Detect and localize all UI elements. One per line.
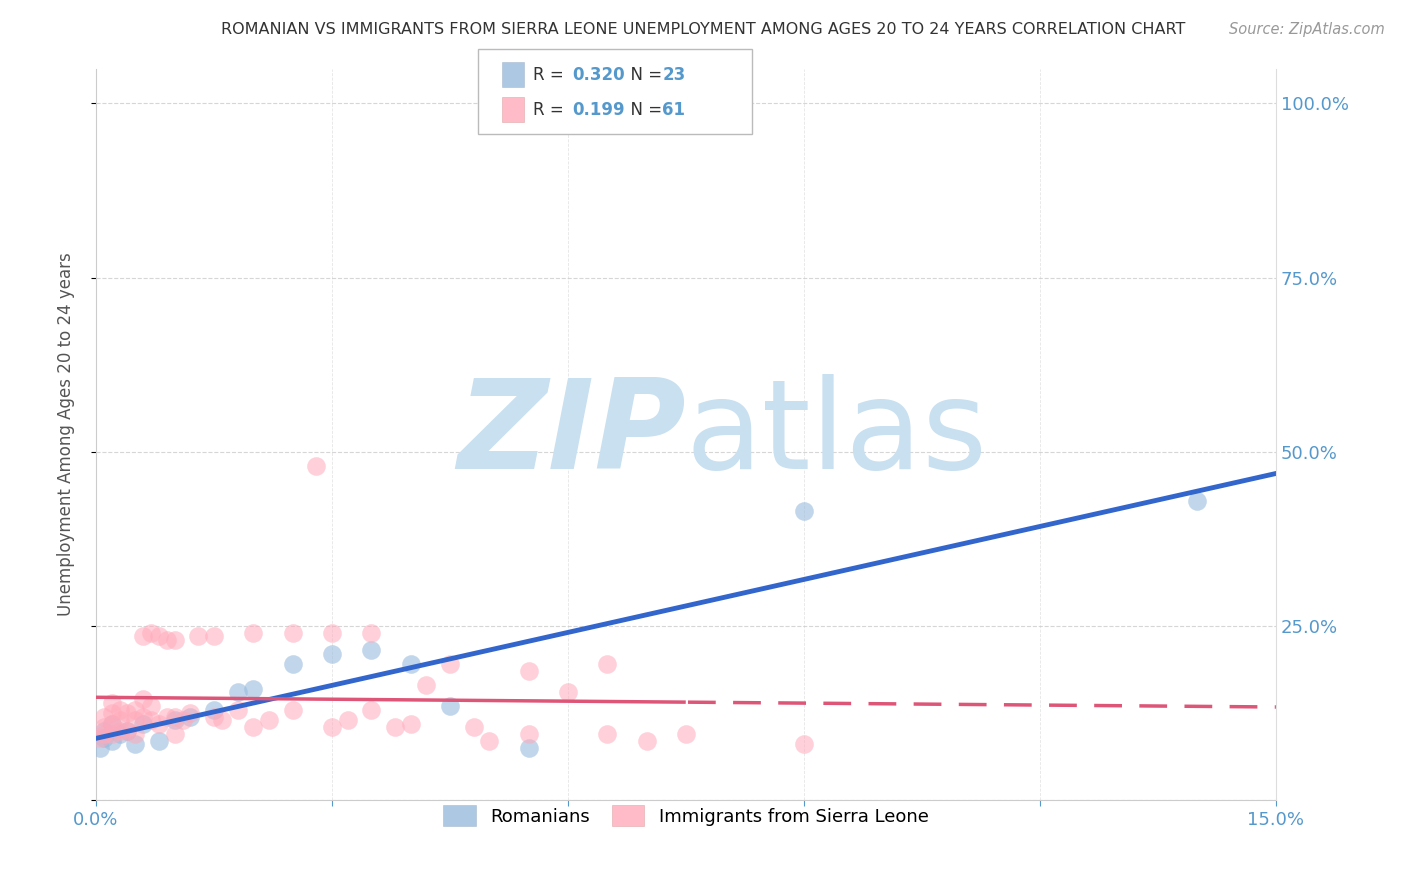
Text: ROMANIAN VS IMMIGRANTS FROM SIERRA LEONE UNEMPLOYMENT AMONG AGES 20 TO 24 YEARS : ROMANIAN VS IMMIGRANTS FROM SIERRA LEONE…	[221, 22, 1185, 37]
Point	[108, 723, 131, 738]
Point	[139, 699, 162, 714]
Text: 23: 23	[662, 66, 686, 84]
Point	[596, 727, 619, 741]
Point	[108, 727, 131, 741]
Point	[202, 703, 225, 717]
Point	[156, 632, 179, 647]
Text: 0.199: 0.199	[572, 101, 624, 119]
Point	[132, 630, 155, 644]
Text: R =: R =	[533, 101, 569, 119]
Y-axis label: Unemployment Among Ages 20 to 24 years: Unemployment Among Ages 20 to 24 years	[58, 252, 75, 616]
Point	[100, 716, 122, 731]
Point	[557, 685, 579, 699]
Point	[793, 504, 815, 518]
Point	[202, 630, 225, 644]
Text: Source: ZipAtlas.com: Source: ZipAtlas.com	[1229, 22, 1385, 37]
Point	[93, 727, 115, 741]
Point	[517, 727, 540, 741]
Point	[517, 665, 540, 679]
Point	[179, 709, 201, 723]
Point	[281, 657, 304, 672]
Point	[93, 731, 115, 745]
Point	[517, 741, 540, 756]
Text: ZIP: ZIP	[457, 374, 686, 495]
Point	[172, 713, 194, 727]
Point	[93, 723, 115, 738]
Point	[321, 720, 343, 734]
Point	[93, 720, 115, 734]
Point	[100, 734, 122, 748]
Point	[202, 709, 225, 723]
Point	[596, 657, 619, 672]
Text: R =: R =	[533, 66, 569, 84]
Point	[100, 716, 122, 731]
Point	[179, 706, 201, 720]
Point	[305, 458, 328, 473]
Point	[124, 713, 146, 727]
Point	[124, 727, 146, 741]
Point	[478, 734, 501, 748]
Legend: Romanians, Immigrants from Sierra Leone: Romanians, Immigrants from Sierra Leone	[434, 797, 938, 835]
Point	[124, 703, 146, 717]
Point	[148, 716, 170, 731]
Point	[108, 713, 131, 727]
Point	[156, 709, 179, 723]
Point	[415, 678, 437, 692]
Point	[242, 626, 264, 640]
Point	[100, 706, 122, 720]
Point	[139, 713, 162, 727]
Point	[321, 647, 343, 661]
Point	[100, 696, 122, 710]
Point	[439, 657, 461, 672]
Point	[439, 699, 461, 714]
Point	[793, 738, 815, 752]
Point	[148, 734, 170, 748]
Point	[163, 727, 186, 741]
Point	[100, 727, 122, 741]
Point	[163, 713, 186, 727]
Point	[463, 720, 485, 734]
Point	[257, 713, 280, 727]
Point	[360, 626, 382, 640]
Text: N =: N =	[620, 66, 668, 84]
Point	[360, 703, 382, 717]
Point	[399, 657, 422, 672]
Point	[108, 703, 131, 717]
Point	[132, 692, 155, 706]
Point	[124, 738, 146, 752]
Point	[281, 626, 304, 640]
Point	[117, 723, 139, 738]
Point	[132, 709, 155, 723]
Point	[117, 723, 139, 738]
Text: N =: N =	[620, 101, 668, 119]
Point	[226, 685, 249, 699]
Point	[242, 720, 264, 734]
Point	[187, 630, 209, 644]
Point	[211, 713, 233, 727]
Point	[281, 703, 304, 717]
Point	[675, 727, 697, 741]
Point	[89, 731, 111, 745]
Point	[226, 703, 249, 717]
Point	[117, 706, 139, 720]
Point	[636, 734, 658, 748]
Point	[148, 630, 170, 644]
Point	[89, 741, 111, 756]
Point	[1187, 493, 1209, 508]
Point	[399, 716, 422, 731]
Point	[132, 716, 155, 731]
Point	[384, 720, 406, 734]
Point	[93, 709, 115, 723]
Point	[336, 713, 359, 727]
Point	[360, 643, 382, 657]
Point	[163, 709, 186, 723]
Point	[242, 681, 264, 696]
Text: 0.320: 0.320	[572, 66, 624, 84]
Text: 61: 61	[662, 101, 685, 119]
Point	[163, 632, 186, 647]
Point	[321, 626, 343, 640]
Text: atlas: atlas	[686, 374, 988, 495]
Point	[139, 626, 162, 640]
